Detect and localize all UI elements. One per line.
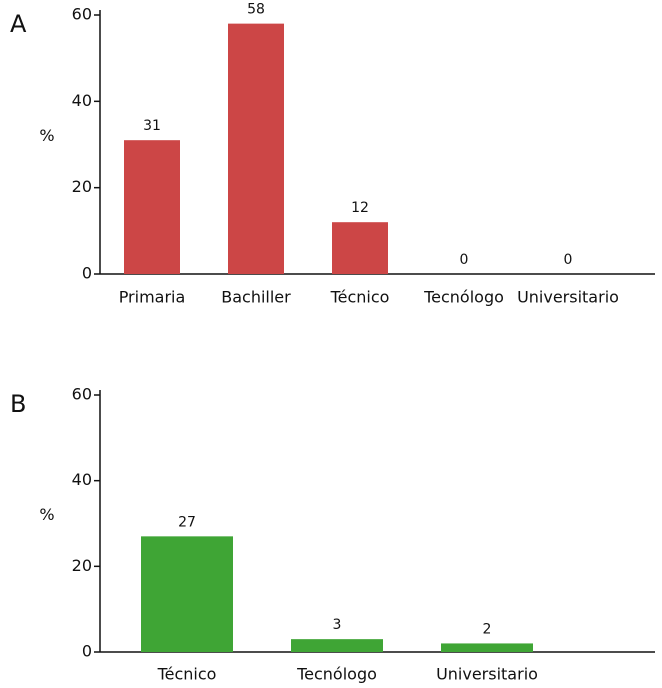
bar (141, 536, 233, 652)
value-label: 12 (351, 200, 369, 216)
value-label: 0 (460, 252, 469, 268)
x-tick-label: Universitario (517, 288, 619, 307)
value-label: 0 (564, 252, 573, 268)
value-label: 31 (143, 118, 161, 134)
value-label: 58 (247, 2, 265, 18)
x-tick-label: Técnico (157, 665, 217, 684)
y-tick-label: 20 (72, 556, 92, 575)
y-axis-label: % (39, 505, 54, 524)
y-axis-label: % (39, 126, 54, 145)
y-tick-label: 40 (72, 470, 92, 489)
bar (332, 222, 388, 274)
value-label: 27 (178, 514, 196, 530)
x-tick-label: Tecnólogo (296, 665, 377, 684)
y-tick-label: 0 (82, 642, 92, 661)
panel-label: A (10, 10, 27, 38)
x-tick-label: Técnico (330, 288, 390, 307)
bar (291, 639, 383, 652)
y-tick-label: 40 (72, 91, 92, 110)
bar (124, 140, 180, 274)
x-tick-label: Bachiller (221, 288, 291, 307)
y-tick-label: 0 (82, 264, 92, 283)
bar (228, 23, 284, 275)
y-tick-label: 20 (72, 177, 92, 196)
panel-label: B (10, 390, 26, 418)
x-tick-label: Primaria (119, 288, 186, 307)
bar (441, 643, 533, 652)
value-label: 3 (333, 617, 342, 633)
y-tick-label: 60 (72, 385, 92, 404)
value-label: 2 (483, 621, 492, 637)
x-tick-label: Universitario (436, 665, 538, 684)
y-tick-label: 60 (72, 5, 92, 24)
x-tick-label: Tecnólogo (423, 288, 504, 307)
